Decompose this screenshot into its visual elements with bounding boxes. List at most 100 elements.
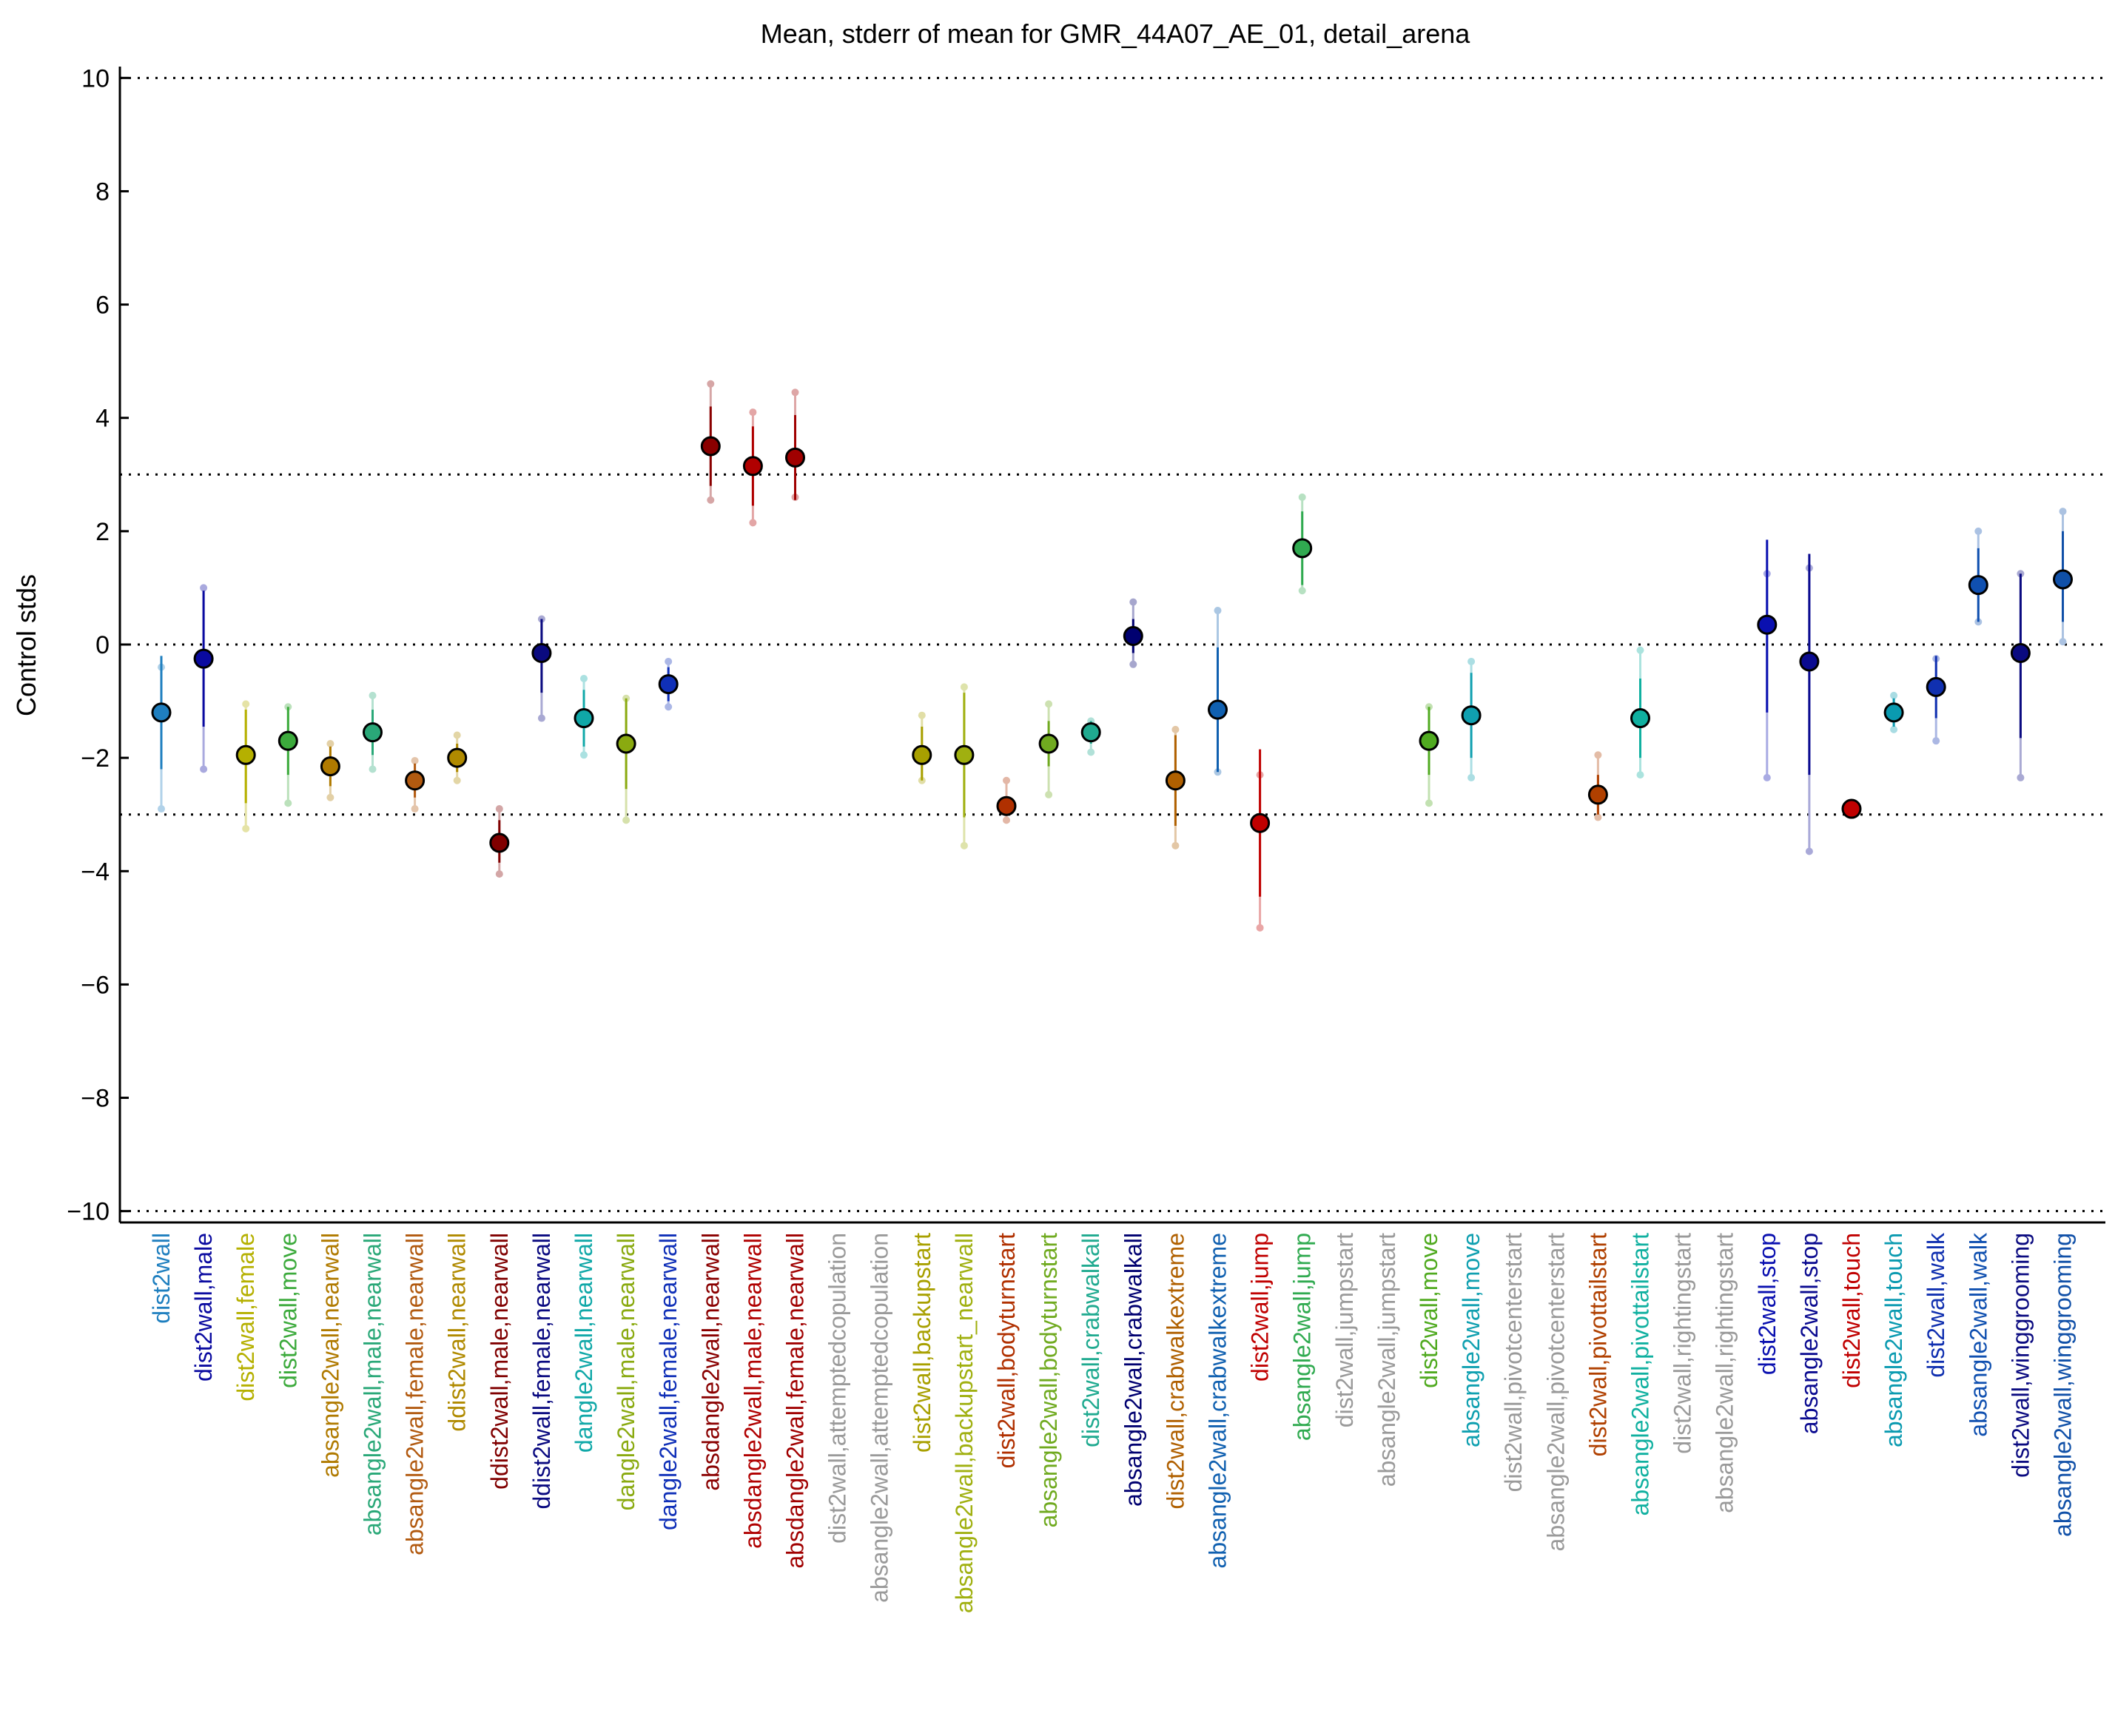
mean-point — [742, 456, 763, 477]
x-tick-label: absangle2wall,pivottailstart — [1627, 1233, 1654, 1516]
x-tick-label: dist2wall,pivotcenterstart — [1500, 1233, 1527, 1492]
range-end-point — [284, 799, 292, 807]
x-tick-label: absangle2wall,pivotcenterstart — [1542, 1233, 1569, 1552]
x-tick-label: dist2wall,female — [232, 1233, 259, 1402]
range-end-point — [665, 657, 673, 665]
mean-point — [658, 674, 679, 695]
range-end-point — [665, 703, 673, 711]
mean-point — [1419, 730, 1439, 751]
mean-point — [785, 447, 805, 468]
range-end-point — [1594, 813, 1602, 821]
mean-point — [151, 702, 172, 723]
x-tick-label: dist2wall,stop — [1754, 1233, 1781, 1375]
range-end-point — [158, 805, 165, 813]
range-end-point — [2059, 508, 2067, 516]
y-axis-label: Control stds — [11, 574, 41, 716]
mean-point — [531, 642, 552, 663]
range-end-point — [242, 824, 250, 832]
x-tick-label: absangle2wall,attemptedcopulation — [867, 1233, 893, 1603]
mean-point — [574, 708, 594, 729]
mean-point — [912, 744, 932, 765]
range-end-point — [1045, 790, 1053, 798]
x-tick-label: absangle2wall,backupstart_nearwall — [951, 1233, 978, 1613]
mean-point — [405, 770, 426, 791]
range-end-point — [1045, 700, 1053, 708]
y-tick-label: 6 — [95, 292, 110, 320]
mean-point — [1461, 705, 1482, 726]
range-end-point — [1467, 657, 1476, 665]
range-end-point — [1636, 771, 1644, 779]
x-tick-label: dist2wall,crabwalkall — [1077, 1233, 1104, 1447]
range-end-point — [242, 700, 250, 708]
x-tick-label: absangle2wall,move — [1458, 1233, 1484, 1447]
x-tick-label: dist2wall,pivottailstart — [1584, 1233, 1611, 1456]
mean-point — [1208, 699, 1228, 720]
range-end-point — [453, 731, 461, 739]
x-tick-label: dist2wall,rightingstart — [1670, 1233, 1696, 1454]
range-end-point — [1003, 816, 1010, 824]
range-end-point — [1974, 527, 1983, 535]
range-end-point — [411, 805, 419, 813]
range-end-point — [1890, 691, 1898, 699]
range-end-point — [791, 388, 799, 397]
range-end-point — [1087, 748, 1095, 756]
range-end-point — [369, 691, 377, 699]
mean-point — [1757, 614, 1778, 635]
mean-point — [363, 722, 383, 743]
mean-point — [2053, 569, 2073, 590]
y-tick-label: 8 — [95, 178, 110, 206]
x-tick-label: dist2wall,winggrooming — [2007, 1233, 2034, 1478]
range-end-point — [495, 870, 503, 878]
x-tick-label: dist2wall,jumpstart — [1331, 1233, 1358, 1427]
mean-point — [447, 747, 468, 768]
range-end-point — [1636, 646, 1644, 654]
x-tick-label: absangle2wall,crabwalkall — [1120, 1233, 1146, 1507]
y-tick-label: 4 — [95, 405, 110, 433]
mean-point — [1587, 784, 1608, 805]
range-end-point — [580, 751, 588, 759]
mean-point — [193, 648, 214, 669]
mean-point — [1080, 722, 1101, 743]
x-tick-label: dist2wall,move — [275, 1233, 301, 1388]
range-end-point — [1298, 493, 1306, 501]
range-end-point — [537, 714, 545, 722]
mean-point — [278, 730, 298, 751]
mean-point — [700, 436, 721, 457]
range-end-point — [1763, 773, 1771, 781]
range-end-point — [622, 816, 631, 824]
mean-point — [2010, 642, 2031, 663]
x-tick-label: ddist2wall,nearwall — [444, 1233, 471, 1432]
y-tick-label: −8 — [81, 1085, 110, 1113]
range-end-point — [918, 711, 926, 719]
mean-point — [996, 795, 1017, 816]
x-tick-label: absangle2wall,winggrooming — [2050, 1233, 2077, 1537]
mean-point — [1968, 575, 1988, 596]
range-end-point — [1129, 598, 1137, 606]
data-marks — [151, 380, 2073, 932]
y-tick-label: −2 — [81, 744, 110, 773]
y-tick-label: −10 — [67, 1198, 110, 1226]
range-end-point — [749, 408, 757, 417]
range-end-point — [1129, 660, 1137, 668]
chart-title: Mean, stderr of mean for GMR_44A07_AE_01… — [761, 18, 1471, 49]
mean-point — [1883, 702, 1904, 723]
x-tick-label: absdangle2wall,female,nearwall — [782, 1233, 809, 1569]
x-tick-label: absangle2wall,female,nearwall — [402, 1233, 428, 1555]
range-end-point — [1003, 776, 1010, 784]
x-tick-label: ddist2wall,male,nearwall — [486, 1233, 513, 1490]
mean-point — [954, 744, 975, 765]
range-end-point — [411, 756, 419, 764]
range-end-point — [1256, 923, 1264, 932]
mean-point — [1038, 733, 1059, 754]
x-tick-label: absangle2wall,jumpstart — [1373, 1233, 1400, 1487]
x-tick-labels: dist2wall dist2wall,male dist2wall,female d… — [148, 1232, 2077, 1613]
range-end-point — [707, 380, 715, 388]
range-end-point — [326, 793, 334, 801]
range-end-point — [2059, 638, 2067, 646]
mean-point — [1292, 538, 1313, 559]
range-end-point — [580, 674, 588, 682]
x-tick-label: dist2wall,touch — [1838, 1233, 1865, 1388]
mean-point — [1630, 708, 1650, 729]
